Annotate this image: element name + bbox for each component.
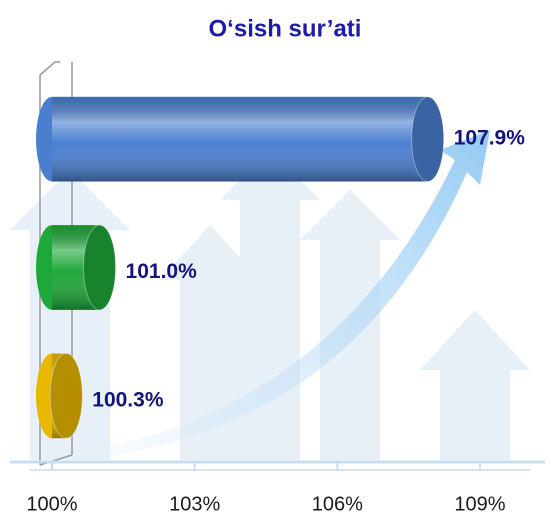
bar-cap-shade	[50, 353, 83, 439]
value-label: 101.0%	[126, 260, 198, 283]
bar-cap	[83, 224, 117, 311]
bar-cap	[49, 352, 83, 439]
growth-arrow	[60, 130, 490, 462]
x-tick-label: 100%	[26, 493, 77, 515]
bar-cap	[411, 96, 445, 183]
bar-shade	[52, 96, 428, 182]
bar-cap-shade	[83, 225, 116, 310]
x-tick-label: 103%	[169, 493, 220, 515]
x-tick-label: 109%	[454, 493, 505, 515]
bar-cap-shade	[411, 96, 444, 182]
value-label: 100.3%	[92, 388, 164, 411]
x-tick-label: 106%	[312, 493, 363, 515]
chart-title: O‘sish sur’ati	[209, 15, 362, 42]
value-label: 107.9%	[454, 127, 526, 150]
